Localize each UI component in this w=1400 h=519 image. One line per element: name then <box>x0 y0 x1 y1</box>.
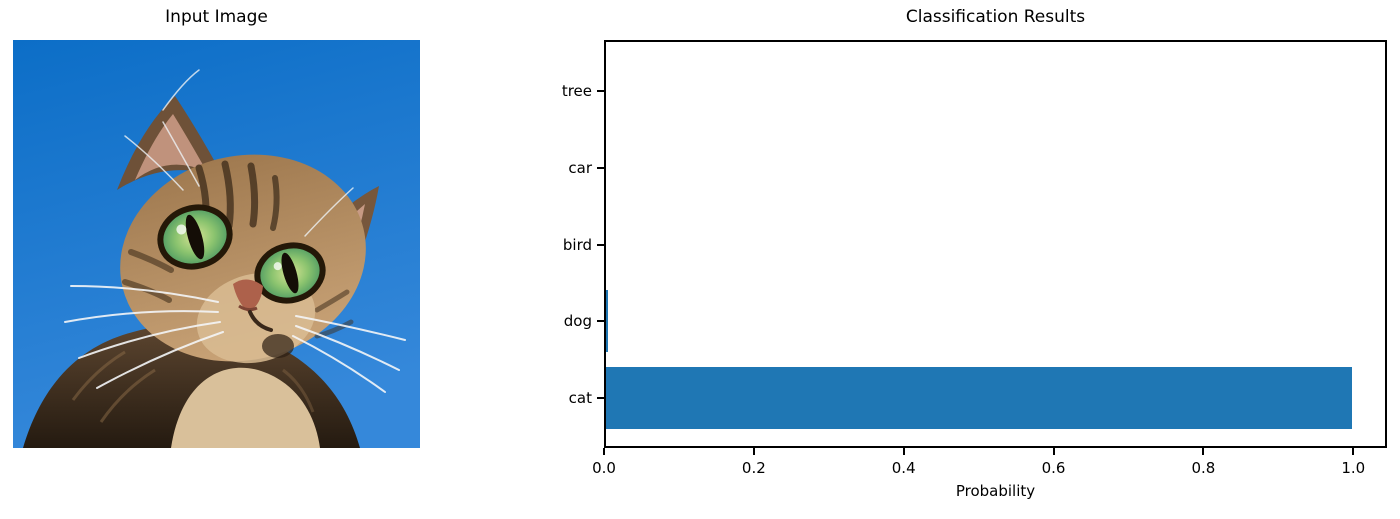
bar-dog <box>606 290 609 353</box>
x-tick-label-0.6: 0.6 <box>1041 459 1066 477</box>
cat-nose <box>233 279 263 312</box>
input-image-title: Input Image <box>165 7 268 27</box>
y-tick-mark <box>597 397 604 399</box>
bar-chart-plot-area <box>604 40 1387 448</box>
x-tick-mark <box>603 448 605 455</box>
y-tick-label-bird: bird <box>562 235 592 254</box>
bar-cat <box>606 367 1352 429</box>
cat-right-eye <box>254 242 326 304</box>
y-tick-mark <box>597 320 604 323</box>
cat-mouth <box>248 310 273 332</box>
y-tick-mark <box>597 166 604 169</box>
y-tick-mark <box>597 243 604 246</box>
x-tick-label-1.0: 1.0 <box>1341 459 1366 477</box>
x-tick-mark <box>1202 448 1205 455</box>
x-tick-label-0.0: 0.0 <box>592 459 616 477</box>
x-tick-label-0.2: 0.2 <box>741 459 766 477</box>
x-tick-mark <box>752 448 755 455</box>
x-tick-mark <box>1052 448 1055 455</box>
y-tick-label-car: car <box>568 158 592 177</box>
input-image <box>13 40 420 448</box>
cat-left-eye <box>157 204 233 270</box>
x-tick-label-0.8: 0.8 <box>1191 459 1216 477</box>
cat-chest <box>171 367 320 448</box>
cat-whiskers <box>64 285 406 393</box>
x-tick-label-0.4: 0.4 <box>891 459 916 477</box>
chart-title: Classification Results <box>905 7 1086 27</box>
cat-photo <box>13 40 420 448</box>
y-tick-label-dog: dog <box>563 312 592 331</box>
x-tick-mark <box>902 448 905 455</box>
y-tick-label-tree: tree <box>561 82 592 100</box>
y-tick-label-cat: cat <box>568 389 592 407</box>
x-tick-mark <box>1352 448 1355 455</box>
x-axis-label: Probability <box>955 482 1036 500</box>
y-tick-mark <box>597 90 604 92</box>
